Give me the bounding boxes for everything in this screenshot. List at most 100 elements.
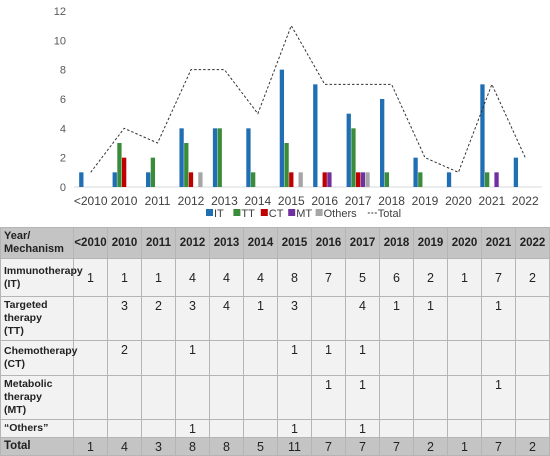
row-label-line: (MT) [4, 404, 27, 416]
table-cell: 8 [277, 258, 312, 297]
header-year-mechanism: Year/ Mechanism [0, 227, 74, 259]
table-cell [73, 419, 108, 438]
bar-it [480, 84, 485, 187]
total-cell: 1 [73, 437, 108, 456]
table-cell: 1 [379, 296, 414, 341]
table-cell: 1 [107, 258, 142, 297]
x-tick-label: 2019 [412, 194, 439, 208]
table-cell: 3 [175, 296, 210, 341]
row-label: “Others” [0, 419, 74, 438]
total-label: Total [0, 437, 74, 456]
table-row: “Others” 1 1 1 [0, 419, 550, 438]
x-tick-label: 2017 [345, 194, 372, 208]
row-label-line: Metabolic [4, 378, 53, 390]
legend-label: IT [214, 208, 224, 220]
x-tick-label: 2013 [211, 194, 238, 208]
bar-tt [351, 128, 356, 187]
total-cell: 11 [277, 437, 312, 456]
bar-others [298, 172, 303, 187]
table-cell [413, 340, 448, 376]
table-cell [481, 419, 516, 438]
total-cell: 7 [345, 437, 380, 456]
table-cell: 2 [107, 340, 142, 376]
table-cell: 1 [311, 375, 346, 420]
table-cell [73, 340, 108, 376]
bar-tt [217, 128, 222, 187]
legend-label: MT [296, 208, 312, 220]
header-year: 2017 [345, 227, 380, 259]
bar-mt [494, 172, 499, 187]
bar-others [365, 172, 370, 187]
header-year: 2015 [277, 227, 312, 259]
bar-it [313, 84, 318, 187]
table-cell: 4 [209, 296, 244, 341]
bar-it [279, 69, 285, 187]
legend-label: Total [378, 208, 401, 220]
table-cell: 5 [345, 258, 380, 297]
row-label-line: Immunotherapy [4, 264, 83, 277]
table-cell [141, 419, 176, 438]
legend-swatch-it [206, 209, 213, 216]
header-year: 2022 [515, 227, 550, 259]
table-cell: 6 [379, 258, 414, 297]
bar-tt [384, 172, 390, 187]
row-label-line: (CT) [4, 358, 25, 370]
table-cell: 7 [311, 258, 346, 297]
table-cell: 1 [481, 375, 516, 420]
table-cell [515, 375, 550, 420]
row-label-line: “Others” [4, 422, 49, 434]
table-cell [243, 419, 278, 438]
row-label-line: therapy [4, 391, 42, 403]
header-year: 2014 [243, 227, 278, 259]
table-cell [311, 419, 346, 438]
bar-it [179, 128, 184, 187]
header-year: 2013 [209, 227, 244, 259]
table-cell: 1 [447, 258, 482, 297]
bar-tt [184, 143, 189, 187]
x-tick-label: 2012 [178, 194, 205, 208]
header-year: 2021 [481, 227, 516, 259]
bar-it [246, 128, 251, 187]
y-tick-label: 8 [60, 65, 66, 77]
bar-ct [289, 172, 294, 187]
table-cell [481, 340, 516, 376]
legend-label: TT [241, 208, 255, 220]
bar-mt [327, 172, 332, 187]
row-label: Chemotherapy (CT) [0, 340, 78, 376]
header-label-line: Year/ [4, 230, 31, 242]
row-label-line: (TT) [4, 325, 24, 337]
bar-it [513, 157, 519, 187]
table-cell [447, 419, 482, 438]
table-cell: 3 [107, 296, 142, 341]
table-cell [379, 419, 414, 438]
table-cell: 4 [345, 296, 380, 341]
bar-tt [485, 172, 490, 187]
header-year: 2012 [175, 227, 210, 259]
x-tick-label: 2022 [512, 194, 539, 208]
x-tick-label: 2020 [445, 194, 472, 208]
header-year: 2010 [107, 227, 142, 259]
bar-it [346, 113, 351, 187]
x-tick-label: 2015 [278, 194, 305, 208]
total-row: Total 1 4 3 8 8 5 11 7 7 7 2 1 7 2 [0, 437, 550, 456]
table-cell [413, 375, 448, 420]
bar-it [413, 157, 418, 187]
table-cell [209, 419, 244, 438]
bar-ct [355, 172, 361, 187]
legend-swatch-mt [288, 209, 296, 216]
table-cell [515, 296, 550, 341]
table-cell [311, 296, 346, 341]
series-line-total [90, 24, 526, 174]
header-year: 2018 [379, 227, 414, 259]
table-cell: 4 [209, 258, 244, 297]
total-cell: 2 [515, 437, 550, 456]
bar-it [446, 172, 452, 187]
header-label-line: Mechanism [4, 243, 64, 255]
table-cell [447, 296, 482, 341]
row-label: Metabolic therapy (MT) [0, 375, 74, 420]
bar-ct [322, 172, 327, 187]
table-cell [447, 375, 482, 420]
bar-tt [418, 172, 423, 187]
table-cell: 1 [243, 296, 278, 341]
table-header-row: Year/ Mechanism <2010 2010 2011 2012 2013 201… [0, 227, 550, 259]
